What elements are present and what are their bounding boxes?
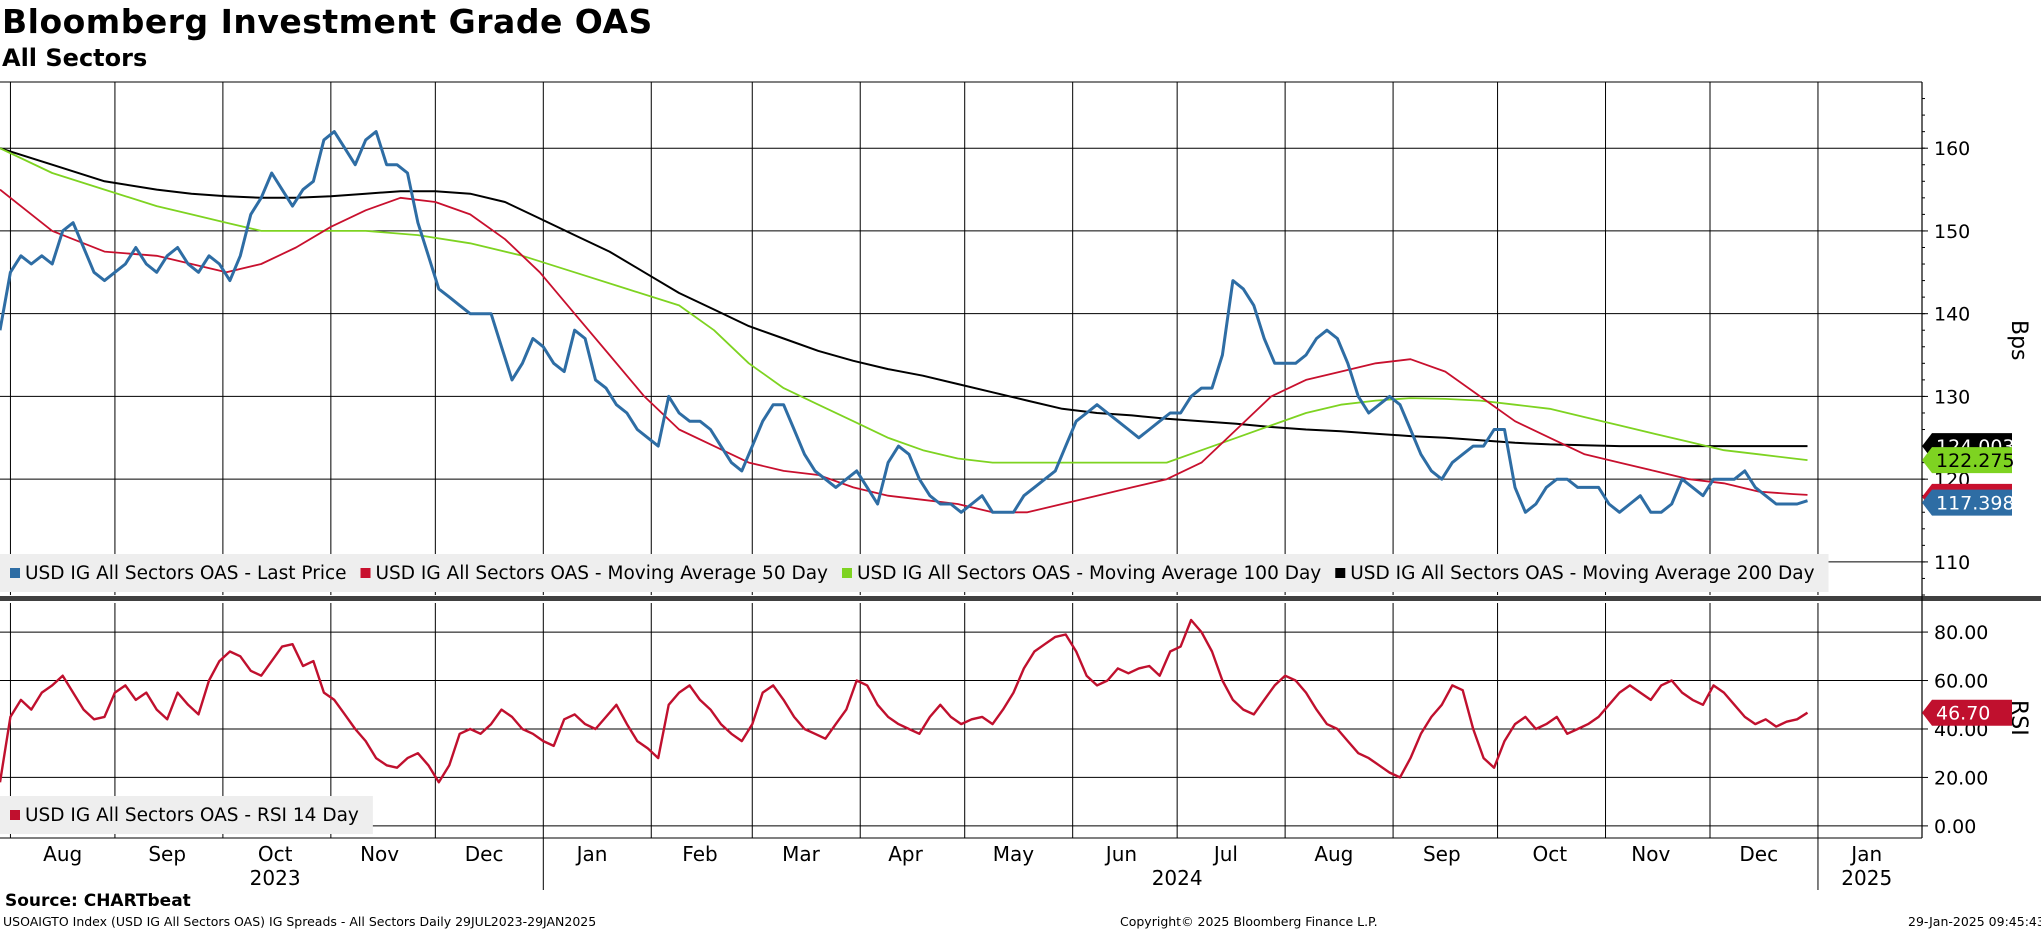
y-tick-label-lower: 80.00	[1934, 622, 1988, 644]
y-tick-label-lower: 0.00	[1934, 816, 1976, 838]
x-tick-label: Sep	[1423, 842, 1461, 866]
series-last-price	[0, 130, 1808, 514]
series-ma100	[0, 147, 1808, 464]
tag-ma100-bg	[1922, 447, 2012, 474]
x-tick-label: Oct	[258, 842, 293, 866]
x-year-label: 2024	[1152, 866, 1203, 890]
y-axis-title-upper: Bps	[2006, 320, 2031, 361]
tag-last-price: 117.398	[1922, 489, 2015, 516]
x-tick-label: Aug	[1314, 842, 1353, 866]
timestamp: 29-Jan-2025 09:45:43	[1908, 914, 2041, 929]
y-tick-label-upper: 110	[1934, 552, 1970, 574]
y-tick-label-upper: 160	[1934, 138, 1970, 160]
copyright: Copyright© 2025 Bloomberg Finance L.P.	[1120, 914, 1378, 929]
tag-rsi: 46.70	[1922, 699, 2012, 726]
x-tick-label: Oct	[1533, 842, 1568, 866]
legend-label: USD IG All Sectors OAS - Moving Average …	[376, 563, 829, 584]
x-year-label: 2025	[1841, 866, 1892, 890]
x-year-label: 2023	[250, 866, 301, 890]
legend-lower-bg	[0, 796, 373, 834]
x-tick-label: Aug	[43, 842, 82, 866]
x-tick-label: Jun	[1104, 842, 1137, 866]
legend-label: USD IG All Sectors OAS - Last Price	[25, 563, 347, 584]
y-tick-label-lower: 20.00	[1934, 767, 1988, 789]
x-tick-label: Jan	[1849, 842, 1882, 866]
y-tick-label-upper: 150	[1934, 221, 1970, 243]
x-tick-label: Mar	[782, 842, 821, 866]
series-ma50	[0, 188, 1808, 514]
x-tick-label: Jul	[1212, 842, 1238, 866]
x-tick-label: Sep	[148, 842, 186, 866]
x-tick-label: Jan	[575, 842, 608, 866]
legend-swatch	[1335, 568, 1346, 578]
tag-last-price-bg	[1922, 489, 2012, 516]
legend-swatch	[10, 810, 20, 820]
x-tick-label: Feb	[682, 842, 717, 866]
legend-label: USD IG All Sectors OAS - Moving Average …	[1350, 563, 1814, 584]
series-rsi	[0, 618, 1809, 784]
x-tick-label: Apr	[888, 842, 923, 866]
legend-swatch	[842, 568, 852, 578]
x-tick-label: Dec	[1739, 842, 1778, 866]
series-ma200	[0, 147, 1808, 448]
ticker-line: USOAIGTO Index (USD IG All Sectors OAS) …	[3, 914, 597, 929]
tag-ma100: 122.275	[1922, 447, 2015, 474]
y-tick-label-upper: 140	[1934, 304, 1970, 326]
legend-lower: USD IG All Sectors OAS - RSI 14 Day	[0, 796, 373, 834]
legend-upper: USD IG All Sectors OAS - Last Price USD I…	[0, 554, 1829, 592]
legend-upper-bg	[0, 554, 1829, 592]
x-tick-label: May	[993, 842, 1035, 866]
legend-swatch	[10, 568, 20, 578]
panel-separator	[0, 596, 2041, 601]
legend-label: USD IG All Sectors OAS - Moving Average …	[857, 563, 1321, 584]
x-tick-label: Nov	[360, 842, 399, 866]
legend-label: USD IG All Sectors OAS - RSI 14 Day	[25, 805, 359, 826]
chart-title: Bloomberg Investment Grade OAS	[2, 2, 653, 41]
chart-subtitle: All Sectors	[2, 44, 148, 72]
tag-last-price-text: 117.398	[1936, 493, 2015, 515]
x-tick-label: Dec	[465, 842, 504, 866]
tag-rsi-text: 46.70	[1936, 703, 1990, 725]
tag-rsi-bg	[1922, 699, 2012, 726]
tag-ma100-text: 122.275	[1936, 450, 2015, 472]
y-tick-label-upper: 130	[1934, 386, 1970, 408]
legend-swatch	[360, 568, 371, 578]
x-tick-label: Nov	[1631, 842, 1670, 866]
y-tick-label-lower: 60.00	[1934, 671, 1988, 693]
source-label: Source: CHARTbeat	[5, 891, 191, 911]
